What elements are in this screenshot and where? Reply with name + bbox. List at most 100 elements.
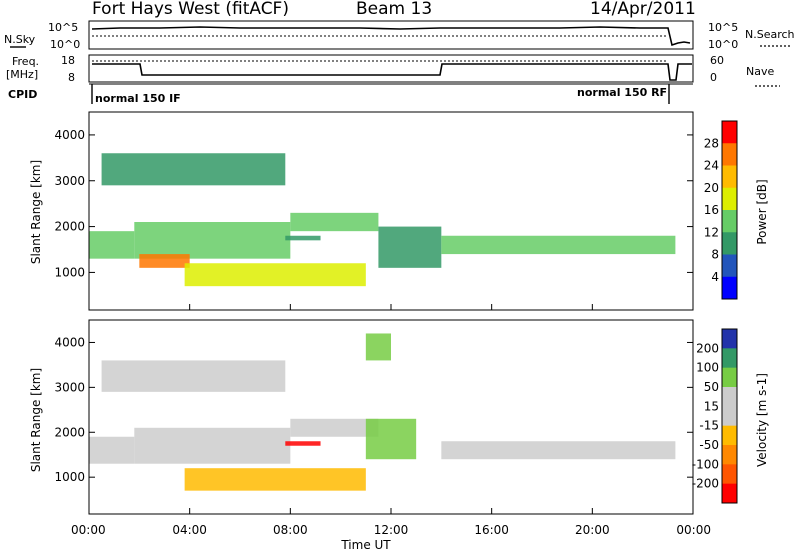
colorbar-tick-label: 50 <box>704 380 719 394</box>
noise-panel-frame <box>88 20 694 50</box>
power-band <box>89 231 135 259</box>
colorbar-frame <box>721 328 738 504</box>
velocity-band <box>365 418 417 460</box>
colorbar-tick-label: 16 <box>704 203 719 217</box>
colorbar-tick-label: 200 <box>696 341 719 355</box>
velocity-colorbar-label: Velocity [m s-1] <box>755 373 769 467</box>
colorbar-segment <box>722 210 737 233</box>
freq-tick-top: 18 <box>61 54 75 67</box>
velocity-band <box>441 441 676 460</box>
colorbar-segment <box>722 165 737 189</box>
power-band <box>441 235 676 255</box>
velocity-band <box>290 418 379 437</box>
x-axis-label: Time UT <box>340 538 391 552</box>
colorbar-segment <box>722 445 737 465</box>
colorbar-tick-label: 20 <box>704 181 719 195</box>
colorbar-tick-label: 12 <box>704 225 719 239</box>
freq-label-1: Freq. <box>12 55 39 68</box>
colorbar-tick-label: 15 <box>704 399 719 413</box>
colorbar-segment <box>722 367 737 388</box>
colorbar-tick-label: 100 <box>696 361 719 375</box>
nave-tick-bottom: 0 <box>710 71 717 84</box>
power-band <box>285 235 321 241</box>
date-title: 14/Apr/2011 <box>590 0 696 19</box>
colorbar-segment <box>722 232 737 255</box>
colorbar-segment <box>722 387 737 407</box>
colorbar-tick-label: -100 <box>692 457 719 471</box>
colorbar-tick-label: -15 <box>699 419 719 433</box>
velocity-colorbar: 200 100 50 15 -15 -50 -100 -200 <box>692 328 738 504</box>
velocity-band <box>89 436 135 464</box>
freq-label-2: [MHz] <box>6 68 38 81</box>
x-tick-label: 12:00 <box>374 523 409 537</box>
x-tick-label: 20:00 <box>575 523 610 537</box>
colorbar-frame <box>721 120 738 300</box>
power-colorbar: 28 24 20 16 12 8 4 <box>704 120 738 300</box>
velocity-panel: 4000 3000 2000 1000 Slant Range [km] 200 100… <box>29 319 769 515</box>
nave-label: Nave <box>746 65 774 78</box>
x-tick-label: 16:00 <box>474 523 509 537</box>
power-band <box>134 222 291 259</box>
freq-tick-bottom: 8 <box>68 71 75 84</box>
x-tick-label: 08:00 <box>273 523 308 537</box>
colorbar-tick-label: -50 <box>699 438 719 452</box>
y-tick-label: 2000 <box>54 425 85 439</box>
cpid-label: CPID <box>8 88 37 101</box>
colorbar-tick-label: 4 <box>711 270 719 284</box>
colorbar-segment <box>722 329 737 349</box>
colorbar-tick-label: 8 <box>711 248 719 262</box>
velocity-band <box>184 468 366 491</box>
velocity-band <box>101 360 286 392</box>
colorbar-segment <box>722 143 737 166</box>
power-band <box>184 263 366 287</box>
y-tick-label: 4000 <box>54 128 85 142</box>
cpid-right-text: normal 150 RF <box>577 86 667 99</box>
power-plot-bg <box>89 112 693 310</box>
velocity-band <box>285 441 321 446</box>
colorbar-tick-label: 28 <box>704 136 719 150</box>
y-tick-label: 3000 <box>54 380 85 394</box>
y-tick-label: 3000 <box>54 174 85 188</box>
colorbar-segment <box>722 121 737 144</box>
velocity-marks <box>89 333 676 491</box>
nsearch-tick-bottom: 10^0 <box>708 38 738 51</box>
freq-trace <box>92 63 692 81</box>
velocity-ylabel: Slant Range [km] <box>29 368 43 472</box>
velocity-y-ticks: 4000 3000 2000 1000 <box>54 335 693 484</box>
nave-tick-top: 60 <box>710 54 724 67</box>
power-panel: 4000 3000 2000 1000 Slant Range [km] 28 24 20… <box>29 111 769 311</box>
nsky-tick-top: 10^5 <box>48 21 78 34</box>
nsky-label: N.Sky <box>4 33 36 46</box>
power-band <box>101 153 286 186</box>
x-tick-label: 00:00 <box>71 523 106 537</box>
colorbar-segment <box>722 425 737 446</box>
power-band <box>290 212 379 232</box>
y-tick-label: 4000 <box>54 335 85 349</box>
beam-title: Beam 13 <box>356 0 432 19</box>
nsearch-tick-top: 10^5 <box>708 21 738 34</box>
velocity-band <box>365 333 391 361</box>
x-tick-label: 04:00 <box>172 523 207 537</box>
y-tick-label: 1000 <box>54 265 85 279</box>
power-marks <box>89 153 676 287</box>
velocity-band <box>134 427 291 464</box>
nsky-trace <box>91 26 691 47</box>
colorbar-tick-label: 24 <box>704 159 719 173</box>
colorbar-segment <box>722 406 737 427</box>
power-y-ticks: 4000 3000 2000 1000 <box>54 128 693 279</box>
y-tick-label: 1000 <box>54 470 85 484</box>
freq-panel-frame <box>88 54 694 83</box>
power-band <box>139 254 190 268</box>
nsky-tick-bottom: 10^0 <box>50 38 80 51</box>
colorbar-segment <box>722 483 737 504</box>
cpid-left-text: normal 150 IF <box>95 92 181 105</box>
station-title: Fort Hays West (fitACF) <box>92 0 289 19</box>
power-band <box>378 226 442 268</box>
colorbar-segment <box>722 348 737 369</box>
nsearch-label: N.Search <box>745 28 795 41</box>
colorbar-segment <box>722 276 737 300</box>
colorbar-segment <box>722 254 737 278</box>
colorbar-segment <box>722 187 737 211</box>
x-tick-label: 00:00 <box>676 523 711 537</box>
colorbar-segment <box>722 464 737 485</box>
